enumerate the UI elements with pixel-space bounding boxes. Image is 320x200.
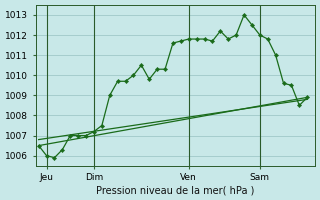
X-axis label: Pression niveau de la mer( hPa ): Pression niveau de la mer( hPa ) [96, 185, 254, 195]
